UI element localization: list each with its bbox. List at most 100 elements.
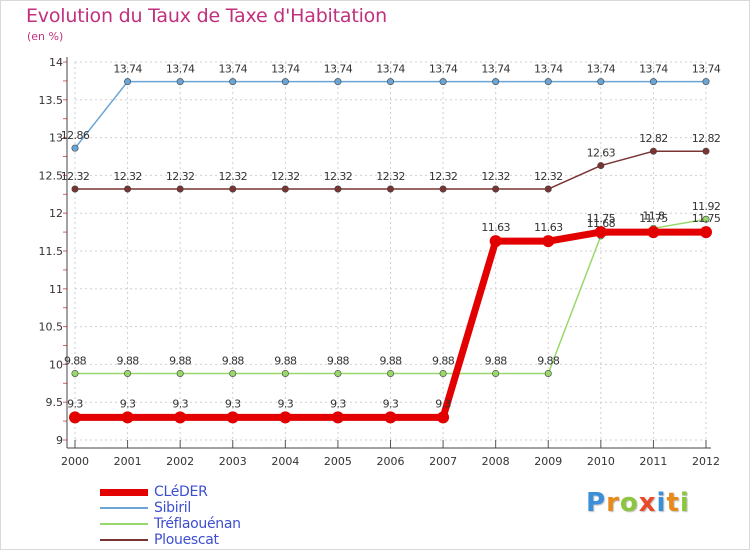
data-label: 9.3 (330, 397, 346, 410)
data-point (649, 78, 657, 86)
y-tick-label: 12.5 (39, 169, 64, 182)
data-point (649, 147, 657, 155)
data-label: 9.88 (537, 354, 560, 367)
data-point (229, 78, 237, 86)
data-point (544, 369, 552, 377)
x-tick-label: 2006 (377, 455, 405, 468)
data-label: 13.74 (587, 63, 616, 76)
x-tick-label: 2005 (324, 455, 352, 468)
data-label: 9.3 (383, 397, 399, 410)
y-tick-label: 11.5 (39, 245, 64, 258)
legend-label: Tréflaouénan (154, 516, 241, 532)
chart-subtitle: (en %) (27, 30, 64, 43)
data-point (439, 369, 447, 377)
data-point (700, 226, 712, 239)
x-tick-label: 2002 (166, 455, 194, 468)
data-label: 12.86 (61, 129, 90, 142)
data-label: 11.92 (692, 200, 721, 213)
data-label: 9.88 (64, 354, 87, 367)
x-tick-label: 2008 (482, 455, 510, 468)
x-tick-label: 2007 (429, 455, 457, 468)
x-tick-label: 2004 (271, 455, 299, 468)
data-label: 9.3 (225, 397, 241, 410)
legend-label: Plouescat (154, 532, 219, 548)
data-point (439, 185, 447, 193)
legend-swatch (100, 507, 148, 509)
y-tick-label: 10.5 (39, 321, 64, 334)
data-point (279, 411, 292, 424)
data-point (124, 369, 132, 377)
x-tick-label: 2000 (61, 455, 89, 468)
data-point (542, 235, 555, 248)
data-label: 11.8 (642, 209, 665, 222)
data-label: 9.88 (222, 354, 245, 367)
data-point (597, 162, 605, 170)
legend-item: Tréflaouénan (100, 516, 241, 532)
data-label: 12.32 (166, 170, 195, 183)
data-point (437, 411, 450, 424)
data-label: 11.68 (587, 217, 616, 230)
x-tick-label: 2011 (639, 455, 667, 468)
data-label: 13.74 (429, 63, 458, 76)
y-tick-label: 9.5 (46, 396, 64, 409)
data-point (647, 226, 660, 239)
data-label: 12.32 (481, 170, 510, 183)
y-tick-label: 12 (49, 207, 63, 220)
series-line-CLéDER (75, 228, 706, 421)
data-point (121, 411, 134, 424)
legend: CLéDER Sibiril Tréflaouénan Plouescat (100, 484, 241, 548)
data-point (544, 185, 552, 193)
legend-swatch (100, 523, 148, 525)
data-point (386, 369, 394, 377)
data-point (594, 226, 607, 239)
data-point (702, 147, 710, 155)
data-point (229, 369, 237, 377)
data-point (229, 185, 237, 193)
data-point (176, 185, 184, 193)
data-point (331, 411, 344, 424)
data-label: 9.88 (117, 354, 140, 367)
data-point (71, 185, 79, 193)
y-tick-label: 10 (49, 358, 63, 371)
legend-item: Sibiril (100, 500, 241, 516)
data-label: 12.63 (587, 147, 616, 160)
data-label: 12.32 (324, 170, 353, 183)
data-point (281, 369, 289, 377)
y-tick-label: 9 (56, 434, 63, 447)
data-point (334, 369, 342, 377)
data-point (489, 235, 502, 248)
data-label: 12.32 (271, 170, 300, 183)
data-point (124, 78, 132, 86)
legend-swatch (100, 488, 148, 496)
data-label: 11.75 (692, 212, 721, 225)
data-label: 9.3 (120, 397, 136, 410)
legend-label: Sibiril (154, 500, 191, 516)
data-label: 13.74 (376, 63, 405, 76)
x-tick-label: 2012 (692, 455, 720, 468)
data-label: 13.74 (271, 63, 300, 76)
data-label: 9.88 (485, 354, 508, 367)
data-point (492, 369, 500, 377)
data-label: 9.88 (169, 354, 192, 367)
data-point (386, 185, 394, 193)
y-tick-label: 13.5 (39, 94, 64, 107)
data-point (174, 411, 187, 424)
data-point (71, 369, 79, 377)
y-tick-label: 14 (49, 56, 63, 69)
data-label: 13.74 (219, 63, 248, 76)
data-label: 13.74 (113, 63, 142, 76)
data-label: 12.32 (429, 170, 458, 183)
data-point (702, 215, 710, 223)
x-tick-label: 2010 (587, 455, 615, 468)
data-label: 12.82 (692, 132, 721, 145)
data-point (69, 411, 81, 424)
y-tick-label: 13 (49, 132, 63, 145)
data-label: 9.88 (274, 354, 297, 367)
data-point (702, 78, 710, 86)
data-point (226, 411, 239, 424)
data-point (124, 185, 132, 193)
x-tick-label: 2009 (534, 455, 562, 468)
data-label: 13.74 (639, 63, 668, 76)
data-point (544, 78, 552, 86)
